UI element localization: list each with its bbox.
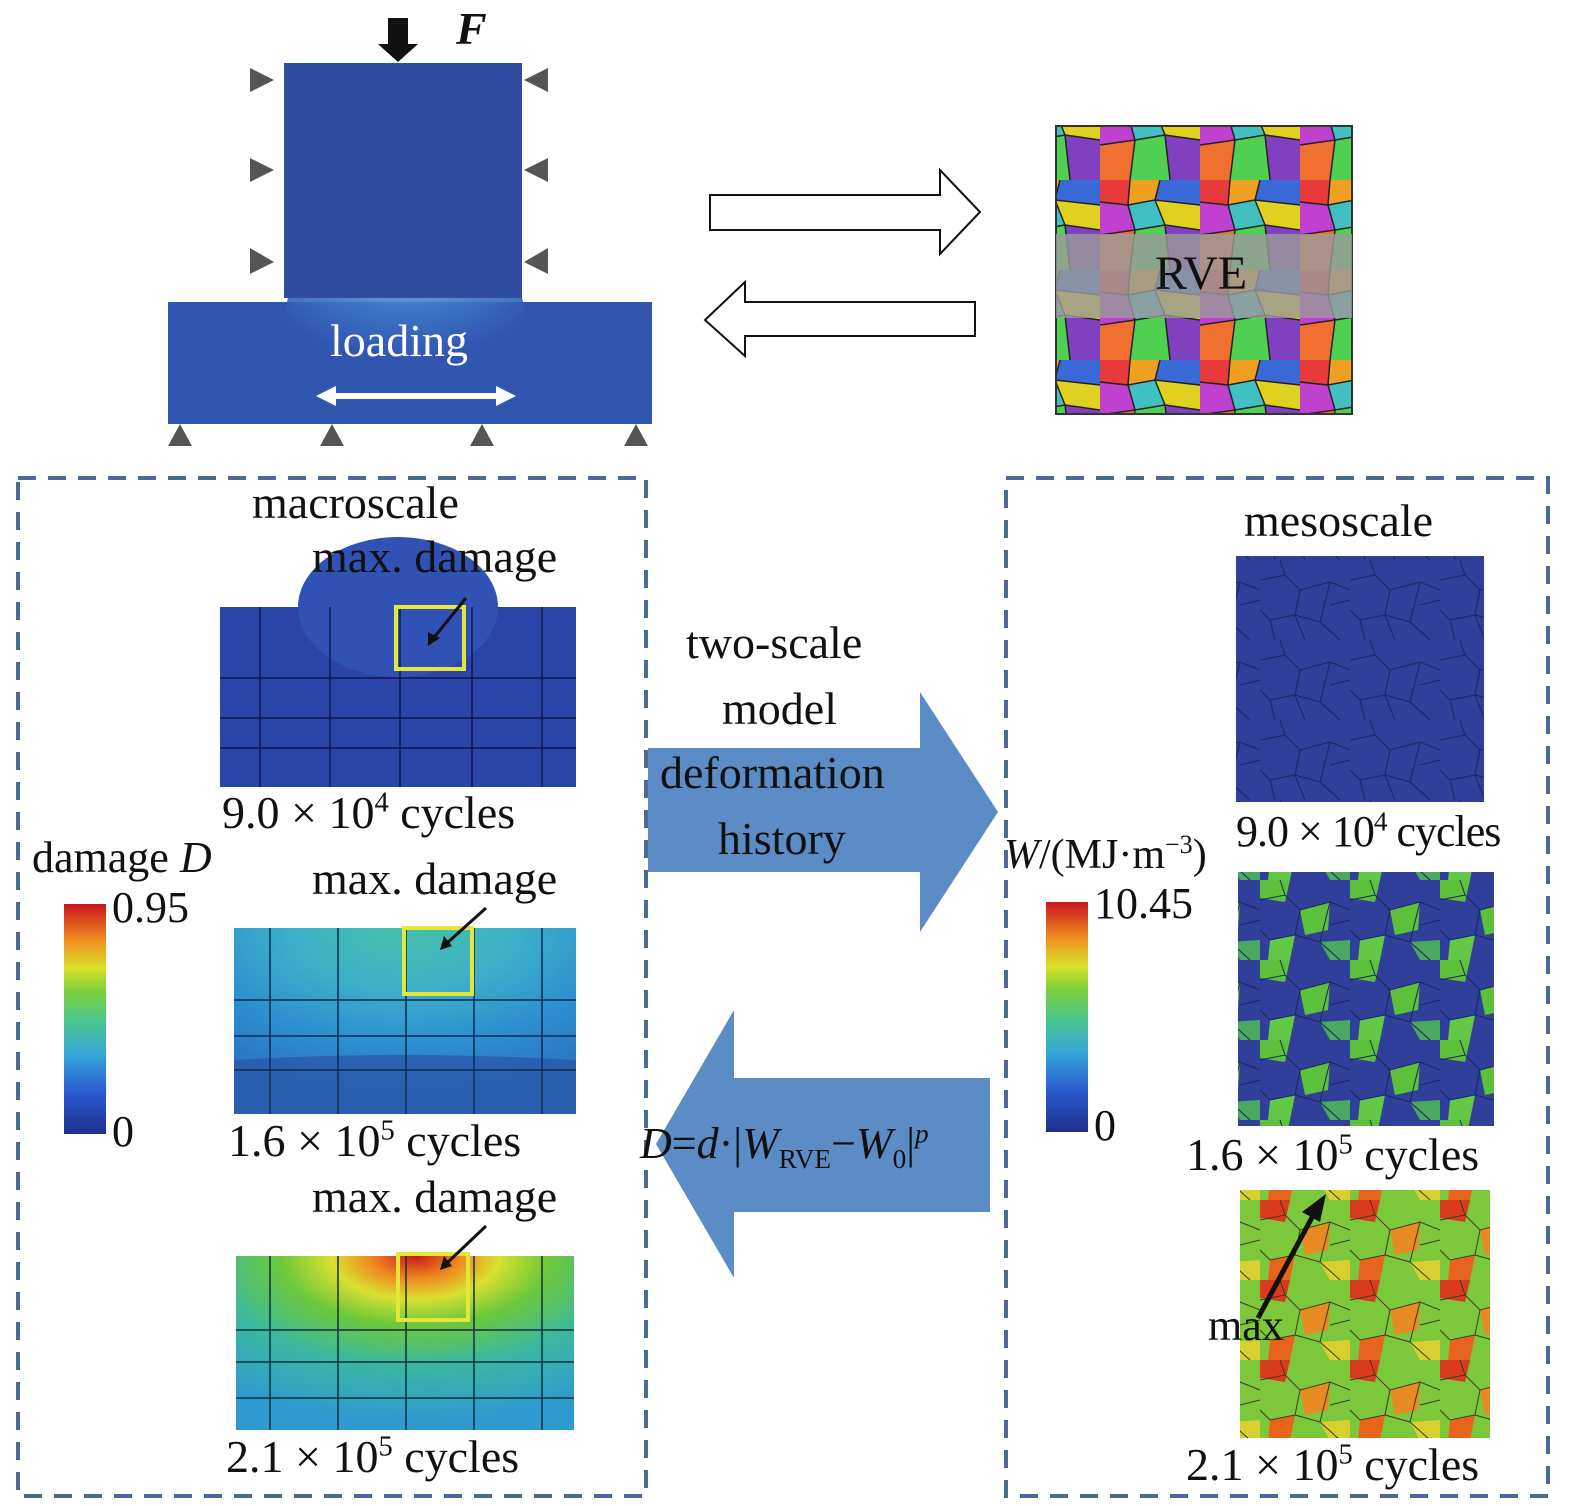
times-sign: × xyxy=(1255,1129,1281,1180)
mantissa: 9.0 xyxy=(1236,807,1289,856)
forward-line-1: two-scale xyxy=(686,617,863,668)
backward-block-arrow xyxy=(656,1010,990,1278)
base: 10 xyxy=(1292,1439,1339,1490)
mesoscale-panel xyxy=(1004,476,1550,1498)
macro-snapshot-2 xyxy=(234,906,576,1114)
coupling-arrows xyxy=(703,167,982,359)
times-sign: × xyxy=(295,1431,321,1482)
damage-colorbar-max: 0.95 xyxy=(112,883,189,932)
eq-equals: = xyxy=(671,1119,697,1168)
exponent: 5 xyxy=(1338,1129,1353,1161)
macro-cycles-2: 1.6 × 105 cycles xyxy=(228,1114,521,1167)
support-triangles xyxy=(168,424,648,446)
times-sign: × xyxy=(1255,1439,1281,1490)
forward-line-4: history xyxy=(718,813,846,864)
unit: cycles xyxy=(400,787,516,838)
base: 10 xyxy=(328,787,375,838)
rve-window xyxy=(1056,234,1352,318)
damage-colorbar-min: 0 xyxy=(112,1107,134,1156)
loading-label: loading xyxy=(330,315,468,366)
eq-bar: | xyxy=(906,1119,916,1168)
eq-w: W xyxy=(742,1119,779,1168)
mesoscale-title: mesoscale xyxy=(1244,495,1434,546)
damage-colorbar-title: damage D xyxy=(32,832,212,883)
meso-cycles-2: 1.6 × 105 cycles xyxy=(1186,1128,1479,1181)
mantissa: 2.1 xyxy=(1186,1439,1244,1490)
loading-block xyxy=(284,63,522,298)
forward-line-3: deformation xyxy=(660,747,885,798)
meso-snapshot-1 xyxy=(1236,556,1484,802)
base: 10 xyxy=(1292,1129,1339,1180)
unit: cycles xyxy=(404,1431,520,1482)
damage-equation: D=d·|WRVE−W0|p xyxy=(640,1118,929,1175)
eq-dot-bar: ·| xyxy=(718,1119,743,1168)
forward-line-2: model xyxy=(722,683,837,734)
eq-minus: − xyxy=(831,1119,856,1168)
eq-w0: W xyxy=(855,1119,893,1168)
macro-model xyxy=(168,18,652,446)
unit: cycles xyxy=(1364,1129,1480,1180)
meso-snapshot-3 xyxy=(1240,1190,1490,1438)
mantissa: 2.1 xyxy=(226,1431,284,1482)
exponent: 4 xyxy=(374,787,389,819)
rve-microstructure xyxy=(1055,125,1353,415)
macro-snapshot-1 xyxy=(220,537,576,787)
times-sign: × xyxy=(297,1115,323,1166)
eq-sub-rve: RVE xyxy=(778,1143,832,1174)
energy-colorbar-max: 10.45 xyxy=(1094,879,1193,928)
max-label: max xyxy=(1208,1301,1284,1350)
mantissa: 1.6 xyxy=(1186,1129,1244,1180)
max-damage-label-1: max. damage xyxy=(312,531,558,582)
arrow-to-rve xyxy=(709,167,982,257)
exponent: 5 xyxy=(380,1115,395,1147)
side-constraints xyxy=(250,68,548,274)
max-pointer-arrow xyxy=(1255,1194,1326,1320)
energy-colorbar xyxy=(1046,902,1088,1132)
unit: cycles xyxy=(1364,1439,1480,1490)
exponent: 4 xyxy=(1373,806,1388,837)
damage-symbol: D xyxy=(179,833,212,882)
meso-cycles-3: 2.1 × 105 cycles xyxy=(1186,1438,1479,1491)
macro-cycles-1: 9.0 × 104 cycles xyxy=(222,786,515,839)
times-sign: × xyxy=(291,787,317,838)
forward-block-arrow xyxy=(648,692,998,932)
exponent: 5 xyxy=(1338,1439,1353,1471)
base: 10 xyxy=(334,1115,381,1166)
energy-unit-suffix: ) xyxy=(1192,832,1207,878)
energy-unit-prefix: /(MJ·m xyxy=(1039,832,1165,878)
loading-double-arrow xyxy=(316,386,516,406)
base: 10 xyxy=(332,1431,379,1482)
meso-cycles-1: 9.0 × 104 cycles xyxy=(1236,806,1501,857)
times-sign: × xyxy=(1298,807,1323,856)
rve-label: RVE xyxy=(1155,247,1248,300)
energy-colorbar-min: 0 xyxy=(1094,1101,1116,1150)
eq-p: p xyxy=(915,1118,929,1149)
base: 10 xyxy=(1331,807,1375,856)
macroscale-panel xyxy=(16,476,648,1498)
energy-colorbar-title: W/(MJ·m−3) xyxy=(1004,830,1207,879)
energy-symbol: W xyxy=(1004,832,1039,878)
macroscale-title: macroscale xyxy=(252,477,459,528)
exponent: 5 xyxy=(378,1431,393,1463)
macro-cycles-3: 2.1 × 105 cycles xyxy=(226,1430,519,1483)
eq-sub-0: 0 xyxy=(892,1143,907,1174)
energy-unit-exp: −3 xyxy=(1165,830,1193,859)
eq-lhs: D xyxy=(640,1119,672,1168)
meso-snapshot-2 xyxy=(1238,872,1494,1126)
eq-d: d xyxy=(696,1119,719,1168)
max-damage-label-3: max. damage xyxy=(312,1171,558,1222)
unit: cycles xyxy=(406,1115,522,1166)
unit: cycles xyxy=(1396,807,1501,856)
mantissa: 9.0 xyxy=(222,787,280,838)
arrow-from-rve xyxy=(703,279,976,359)
damage-word: damage xyxy=(32,833,169,882)
mantissa: 1.6 xyxy=(228,1115,286,1166)
damage-colorbar xyxy=(64,904,106,1134)
max-damage-label-2: max. damage xyxy=(312,853,558,904)
force-arrow xyxy=(378,18,418,62)
force-label: F xyxy=(456,3,487,54)
macro-snapshot-3 xyxy=(236,1224,574,1430)
